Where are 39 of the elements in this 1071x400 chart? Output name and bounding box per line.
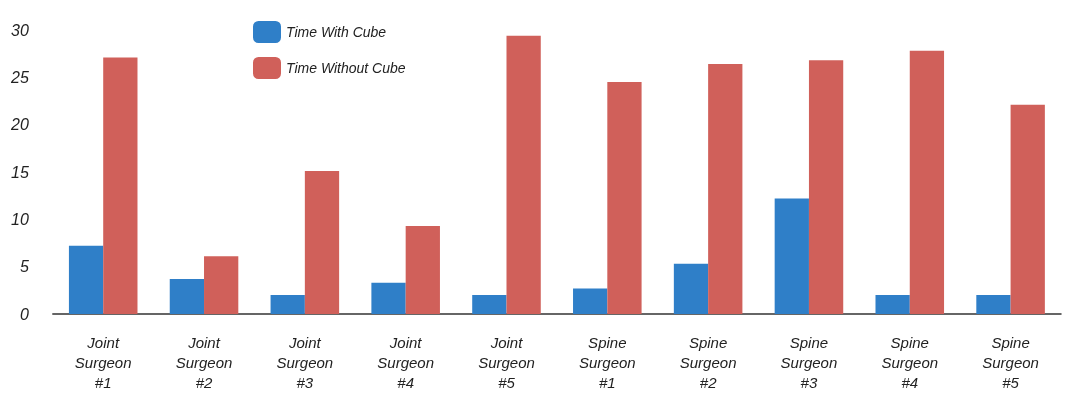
bar	[875, 295, 910, 314]
bar	[506, 35, 541, 314]
x-tick-label: Spine Surgeon #1	[578, 333, 636, 391]
bar	[774, 198, 809, 314]
bar	[708, 64, 743, 314]
y-tick-label: 0	[19, 305, 29, 323]
bar	[673, 263, 709, 314]
x-tick-label: Joint Surgeon #1	[74, 333, 132, 391]
bar	[270, 295, 305, 314]
bar	[371, 282, 406, 314]
bar	[405, 225, 440, 314]
bar	[909, 50, 945, 314]
y-tick-label: 10	[11, 210, 29, 228]
x-tick-label: Joint Surgeon #3	[276, 333, 334, 391]
y-tick-label: 15	[11, 163, 29, 181]
bar	[1010, 104, 1045, 314]
x-tick-label: Joint Surgeon #4	[377, 333, 435, 391]
bar	[169, 278, 205, 314]
y-tick-label: 25	[10, 68, 29, 86]
legend-label: Time Without Cube	[286, 60, 406, 76]
x-tick-label: Spine Surgeon #3	[780, 333, 838, 391]
legend-label: Time With Cube	[286, 24, 387, 40]
y-tick-label: 5	[19, 258, 29, 276]
bar	[204, 256, 239, 314]
y-tick-label: 20	[10, 116, 29, 134]
bar	[304, 171, 340, 314]
bar	[976, 295, 1011, 314]
bar	[573, 288, 608, 314]
bar	[103, 57, 138, 314]
bar	[808, 60, 844, 314]
x-tick-label: Spine Surgeon #5	[982, 333, 1039, 391]
bar	[472, 295, 507, 314]
x-tick-label: Spine Surgeon #2	[679, 333, 737, 391]
x-tick-label: Spine Surgeon #4	[881, 333, 939, 391]
y-tick-label: 30	[11, 21, 29, 39]
bar	[68, 245, 104, 314]
bar	[607, 82, 642, 314]
x-tick-label: Joint Surgeon #5	[478, 333, 535, 391]
x-tick-label: Joint Surgeon #2	[175, 333, 233, 391]
